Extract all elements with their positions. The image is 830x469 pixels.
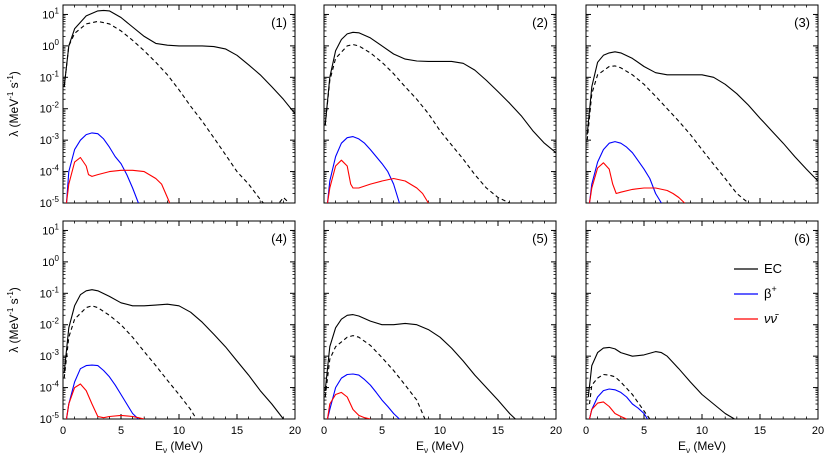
y-tick-label: 10-5 — [40, 195, 60, 210]
series-nu_nubar — [588, 401, 627, 419]
x-axis-label: Eν (MeV) — [155, 439, 203, 455]
y-axis-label: λ (MeV-1 s-1) — [6, 71, 21, 137]
series-EC-dashed — [63, 305, 197, 419]
y-tick-label: 10-1 — [40, 285, 60, 300]
series-EC — [586, 51, 818, 182]
x-tick-label: 20 — [289, 425, 301, 437]
series-nu_nubar — [588, 162, 685, 203]
plot-frame — [323, 220, 557, 420]
x-axis-label: Eν (MeV) — [416, 439, 464, 455]
x-tick-label: 15 — [492, 425, 504, 437]
x-tick-label: 15 — [231, 425, 243, 437]
plot-frame — [323, 4, 557, 204]
y-tick-label: 100 — [42, 254, 59, 269]
y-tick-label: 101 — [42, 6, 59, 21]
panel-label: (5) — [532, 231, 548, 246]
plot-frame — [585, 220, 819, 420]
y-tick-label: 101 — [42, 222, 59, 237]
x-tick-label: 0 — [583, 425, 589, 437]
series-EC — [63, 9, 295, 114]
x-tick-label: 5 — [379, 425, 385, 437]
series-beta_plus — [588, 141, 662, 203]
series-EC — [324, 31, 556, 154]
y-tick-label: 10-5 — [40, 411, 60, 426]
panel-4: 101 100 10-1 10-2 10-3 10-4 10-5 λ (MeV-1 s-1) 0… — [6, 220, 301, 455]
panel-6: 0 5 10 15 20 Eν (MeV) (6) EC β+ νν̄ — [583, 220, 824, 455]
y-tick-label: 10-3 — [40, 132, 60, 147]
panel-3: (3) — [585, 4, 819, 204]
panel-2: (2) — [323, 4, 557, 204]
series-nu_nubar — [326, 159, 429, 203]
x-axis-label: Eν (MeV) — [678, 439, 726, 455]
series-beta_plus — [588, 388, 648, 419]
x-tick-label: 0 — [60, 425, 66, 437]
x-tick-label: 20 — [550, 425, 562, 437]
x-tick-label: 15 — [754, 425, 766, 437]
series-beta_plus — [65, 132, 139, 203]
y-tick-label: 10-2 — [40, 101, 60, 116]
panel-label: (4) — [271, 231, 287, 246]
y-tick-label: 10-1 — [40, 69, 60, 84]
y-tick-label: 100 — [42, 38, 59, 53]
x-tick-label: 5 — [118, 425, 124, 437]
series-EC-dashed — [324, 335, 426, 419]
panel-label: (1) — [271, 15, 287, 30]
series-EC-dashed — [63, 20, 290, 203]
legend-label: νν̄ — [764, 311, 779, 326]
series-EC-dashed — [588, 373, 651, 419]
legend: EC β+ νν̄ — [734, 261, 782, 326]
series-beta_plus — [326, 373, 400, 419]
series-EC — [324, 314, 516, 419]
y-tick-label: 10-2 — [40, 317, 60, 332]
legend-label: EC — [764, 261, 782, 276]
x-tick-label: 0 — [321, 425, 327, 437]
panel-1: 101 100 10-1 10-2 10-3 10-4 10-5 λ (MeV-1 s-1) (… — [6, 4, 296, 210]
x-tick-label: 10 — [173, 425, 185, 437]
series-beta_plus — [326, 136, 400, 203]
series-nu_nubar — [65, 383, 145, 419]
y-tick-label: 10-3 — [40, 348, 60, 363]
series-EC-dashed — [586, 65, 749, 203]
y-axis-label: λ (MeV-1 s-1) — [6, 287, 21, 353]
y-tick-label: 10-4 — [40, 164, 60, 179]
x-tick-label: 10 — [434, 425, 446, 437]
x-tick-label: 10 — [696, 425, 708, 437]
series-beta_plus — [65, 364, 139, 419]
series-EC — [587, 346, 735, 419]
y-tick-label: 10-4 — [40, 380, 60, 395]
panel-5: 0 5 10 15 20 Eν (MeV) (5) — [321, 220, 562, 455]
legend-label: β+ — [764, 284, 777, 301]
x-tick-label: 20 — [812, 425, 824, 437]
series-EC — [63, 289, 284, 419]
panel-label: (2) — [532, 15, 548, 30]
plot-frame — [62, 4, 296, 204]
plot-frame — [585, 4, 819, 204]
panel-label: (6) — [794, 231, 810, 246]
x-tick-label: 5 — [641, 425, 647, 437]
series-nu_nubar — [65, 156, 171, 203]
panel-label: (3) — [794, 15, 810, 30]
series-nu_nubar — [326, 391, 371, 419]
plot-frame — [62, 220, 296, 420]
series-EC-dashed — [324, 44, 514, 203]
